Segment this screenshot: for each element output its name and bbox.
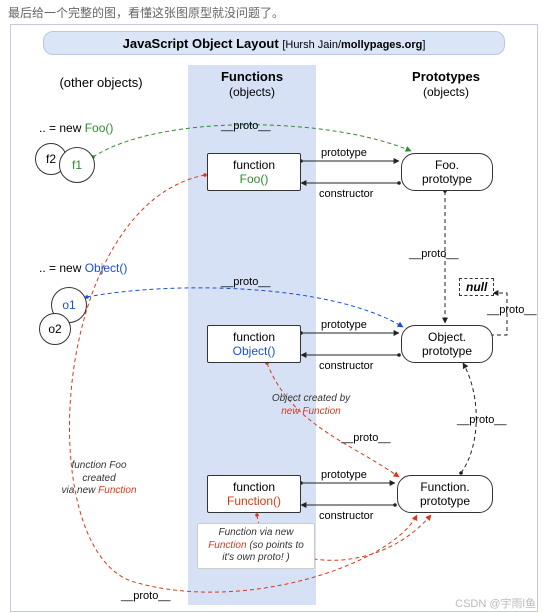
col-prototypes-sub: (objects) <box>423 85 469 99</box>
svg-text:constructor: constructor <box>319 188 374 200</box>
title-bar: JavaScript Object Layout [Hursh Jain/mol… <box>43 31 505 55</box>
col-prototypes-label: Prototypes <box>412 69 480 84</box>
col-other-header: (other objects) <box>41 75 161 90</box>
foo-prototype-box: Foo.prototype <box>401 153 493 191</box>
col-functions-header: Functions (objects) <box>188 69 316 99</box>
f1-instance: f1 <box>59 147 95 183</box>
diagram-frame: JavaScript Object Layout [Hursh Jain/mol… <box>10 24 538 612</box>
svg-text:__proto__: __proto__ <box>456 414 507 426</box>
svg-text:__proto__: __proto__ <box>340 432 391 444</box>
col-functions-label: Functions <box>221 69 283 84</box>
function-foo-box: functionFoo() <box>207 153 301 191</box>
svg-text:__proto__: __proto__ <box>408 248 459 260</box>
title-main: JavaScript Object Layout <box>123 36 279 51</box>
svg-text:prototype: prototype <box>321 147 367 159</box>
col-functions-sub: (objects) <box>229 85 275 99</box>
object-prototype-box: Object.prototype <box>401 325 493 363</box>
page-caption: 最后给一个完整的图，看懂这张图原型就没问题了。 <box>8 4 284 21</box>
function-prototype-box: Function.prototype <box>397 475 493 513</box>
note-function-self: Function via newFunction (so points toit… <box>197 523 315 569</box>
null-box: null <box>459 278 494 296</box>
function-function-box: functionFunction() <box>207 475 301 513</box>
svg-text:prototype: prototype <box>321 469 367 481</box>
svg-text:__proto__: __proto__ <box>486 304 537 316</box>
watermark: CSDN @宇雨l鱼 <box>455 595 536 611</box>
note-foo-created: function Foocreatedvia new Function <box>49 460 149 498</box>
new-object-text: .. = new Object() <box>39 261 127 275</box>
svg-text:__proto__: __proto__ <box>120 590 171 602</box>
svg-text:prototype: prototype <box>321 319 367 331</box>
function-object-box: functionObject() <box>207 325 301 363</box>
title-credit-end: ] <box>422 39 425 51</box>
title-site: mollypages.org <box>341 39 422 51</box>
note-object-created: Object created bynew Function <box>251 393 371 418</box>
title-credit: [Hursh Jain/ <box>282 39 341 51</box>
o2-instance: o2 <box>39 313 71 345</box>
svg-text:constructor: constructor <box>319 510 374 522</box>
col-prototypes-header: Prototypes (objects) <box>381 69 511 99</box>
svg-text:constructor: constructor <box>319 360 374 372</box>
new-foo-text: .. = new Foo() <box>39 121 113 135</box>
